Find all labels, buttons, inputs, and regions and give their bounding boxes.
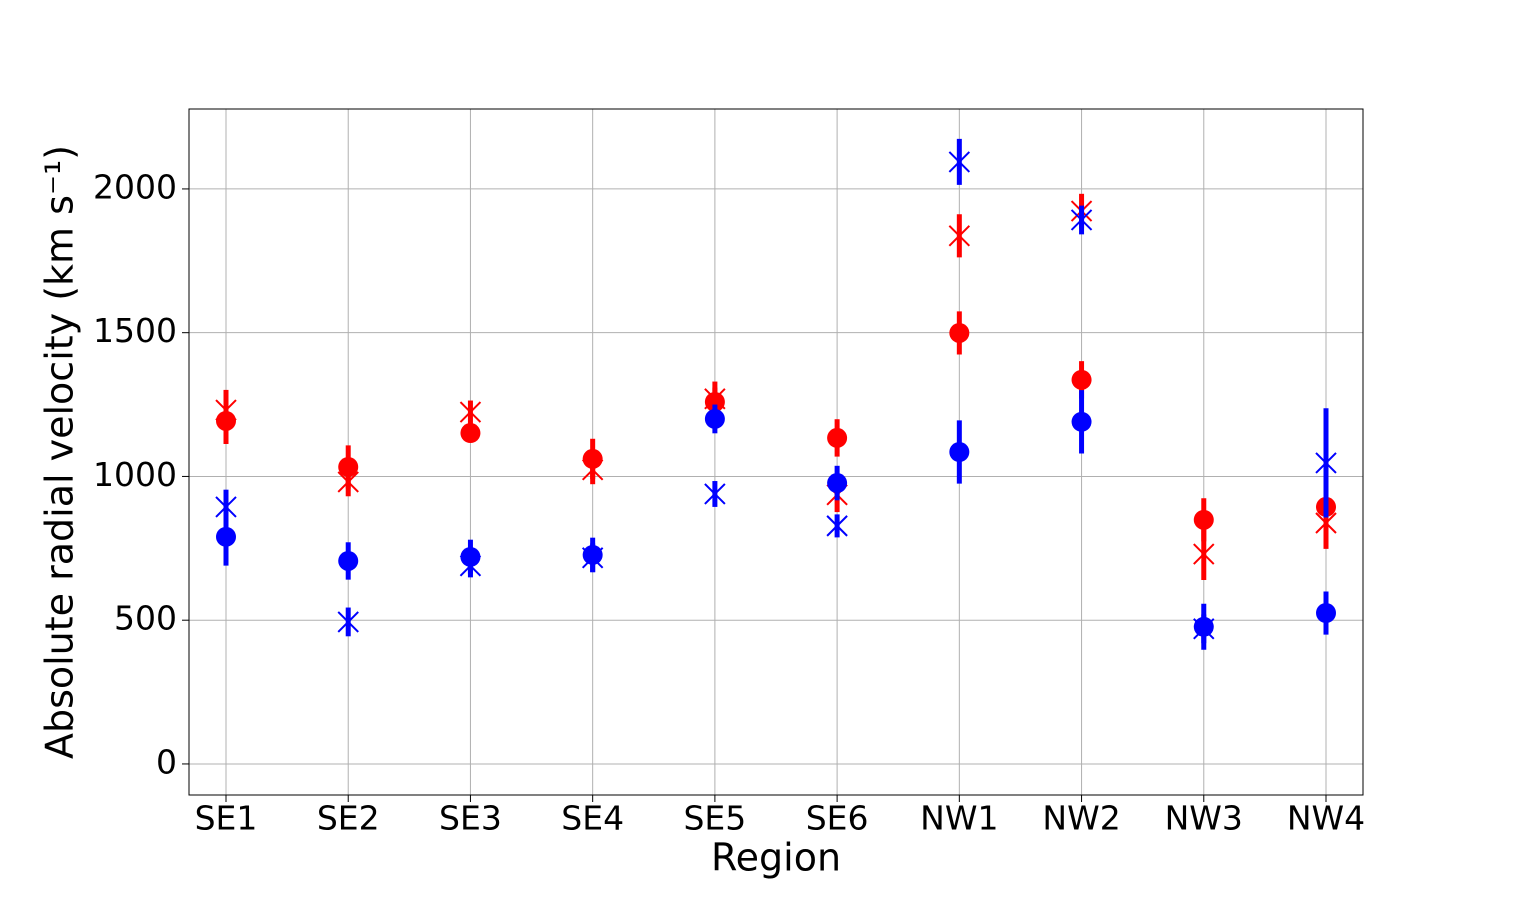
point: [1315, 452, 1337, 474]
y-tick-label: 0: [156, 742, 177, 781]
point: [948, 225, 971, 247]
point: [338, 550, 359, 571]
point: [827, 473, 848, 494]
point: [1193, 543, 1215, 565]
x-tick-label: SE6: [806, 799, 869, 838]
plot-frame: [188, 108, 1364, 796]
x-tick-label: SE4: [561, 799, 624, 838]
point: [1193, 509, 1214, 530]
point: [704, 408, 725, 429]
point: [215, 496, 237, 518]
point: [1193, 618, 1215, 640]
point: [827, 427, 848, 448]
point: [459, 555, 482, 577]
point: [704, 388, 726, 410]
point: [949, 442, 970, 462]
point: [337, 611, 359, 633]
point: [1315, 512, 1337, 534]
x-tick-label: NW2: [1042, 799, 1120, 838]
point: [1070, 209, 1093, 231]
point: [1316, 603, 1336, 624]
point: [949, 322, 970, 343]
point: [948, 151, 971, 173]
y-tick-label: 1000: [93, 455, 177, 494]
x-tick-label: SE5: [683, 799, 746, 838]
x-tick-label: NW1: [920, 799, 998, 838]
y-tick-label: 500: [114, 599, 177, 638]
point: [1071, 369, 1092, 390]
x-axis-label: Region: [711, 836, 841, 880]
x-tick-label: SE3: [439, 799, 502, 838]
point: [460, 423, 481, 444]
y-axis-label: Absolute radial velocity (km s⁻¹): [38, 145, 82, 759]
point: [581, 547, 604, 569]
point: [826, 515, 848, 537]
point: [581, 459, 604, 481]
x-tick-label: SE1: [195, 799, 258, 838]
point: [704, 483, 726, 505]
y-tick-label: 2000: [93, 167, 177, 206]
point: [337, 471, 359, 493]
x-tick-label: NW4: [1287, 799, 1365, 838]
point: [1071, 411, 1092, 432]
point: [216, 526, 236, 547]
point: [459, 401, 482, 423]
point: [215, 399, 237, 421]
x-tick-label: NW3: [1165, 799, 1243, 838]
x-tick-label: SE2: [317, 799, 380, 838]
point: [338, 456, 359, 477]
y-tick-label: 1500: [93, 311, 177, 350]
